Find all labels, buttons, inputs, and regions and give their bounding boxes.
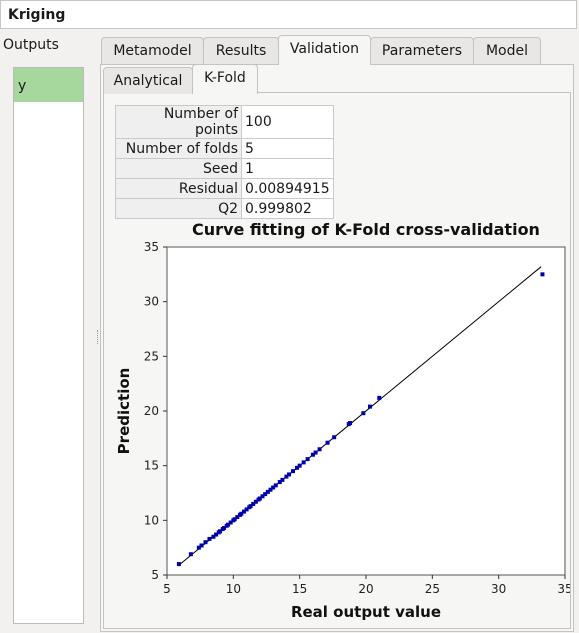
chart-title: Curve fitting of K-Fold cross-validation xyxy=(192,220,540,239)
data-point xyxy=(239,511,244,516)
tab-model[interactable]: Model xyxy=(473,37,541,64)
stats-value[interactable]: 5 xyxy=(241,138,334,159)
stats-label: Number of points xyxy=(115,105,242,139)
stats-row: Residual 0.00894915 xyxy=(115,178,334,199)
x-tick-label: 10 xyxy=(226,582,241,596)
data-point xyxy=(313,450,318,455)
data-point xyxy=(295,465,300,470)
data-point xyxy=(199,543,204,548)
data-point xyxy=(273,483,278,488)
y-tick-label: 30 xyxy=(144,295,159,309)
data-point xyxy=(253,499,258,504)
data-point xyxy=(176,562,181,567)
x-axis: 5 10 15 20 25 30 35 xyxy=(163,575,570,596)
data-point xyxy=(297,463,302,468)
data-point xyxy=(277,480,282,485)
data-point xyxy=(222,525,227,530)
data-point xyxy=(540,272,545,277)
data-point xyxy=(232,517,237,522)
data-point xyxy=(325,440,330,445)
data-point xyxy=(218,529,223,534)
tab-parameters[interactable]: Parameters xyxy=(370,37,474,64)
data-point xyxy=(244,507,249,512)
stats-row: Seed 1 xyxy=(115,158,334,179)
window-title-bar: Kriging xyxy=(0,0,577,29)
data-point xyxy=(284,474,289,479)
y-axis: 5 10 15 20 25 30 35 xyxy=(144,240,167,582)
data-point xyxy=(265,489,270,494)
validation-stats-table: Number of points 100 Number of folds 5 S… xyxy=(115,105,334,219)
data-point xyxy=(280,477,285,482)
data-point xyxy=(305,457,310,462)
stats-row: Number of folds 5 xyxy=(115,138,334,159)
data-point xyxy=(361,411,366,416)
data-point xyxy=(211,534,216,539)
x-tick-label: 25 xyxy=(425,582,440,596)
data-point xyxy=(291,469,296,474)
data-point xyxy=(188,552,193,557)
data-point xyxy=(228,520,233,525)
x-tick-label: 35 xyxy=(557,582,570,596)
data-point xyxy=(203,540,208,545)
data-point xyxy=(251,501,256,506)
splitter-handle[interactable] xyxy=(97,330,100,344)
data-point xyxy=(235,515,240,520)
subtab-kfold[interactable]: K-Fold xyxy=(192,64,258,94)
data-point xyxy=(207,536,212,541)
y-tick-label: 5 xyxy=(151,568,159,582)
outputs-label: Outputs xyxy=(3,37,59,53)
data-point xyxy=(248,504,253,509)
data-point xyxy=(377,395,382,400)
x-axis-label: Real output value xyxy=(291,603,441,621)
data-point xyxy=(271,485,276,490)
data-point xyxy=(310,452,315,457)
y-tick-label: 10 xyxy=(144,513,159,527)
stats-label: Q2 xyxy=(115,198,242,219)
y-tick-label: 15 xyxy=(144,459,159,473)
stats-row: Q2 0.999802 xyxy=(115,198,334,219)
data-point xyxy=(196,545,201,550)
x-tick-label: 20 xyxy=(358,582,373,596)
stats-value[interactable]: 0.999802 xyxy=(241,198,334,219)
data-point xyxy=(263,492,268,497)
x-tick-label: 30 xyxy=(491,582,506,596)
data-point xyxy=(241,509,246,514)
stats-label: Residual xyxy=(115,178,242,199)
data-point xyxy=(257,496,262,501)
x-tick-label: 5 xyxy=(163,582,171,596)
data-point xyxy=(301,460,306,465)
data-point xyxy=(268,487,273,492)
window-title: Kriging xyxy=(8,7,66,23)
output-item-y[interactable]: y xyxy=(14,68,83,102)
data-point xyxy=(348,421,353,426)
stats-value[interactable]: 100 xyxy=(241,105,334,139)
data-point xyxy=(260,494,265,499)
stats-label: Seed xyxy=(115,158,242,179)
x-tick-label: 15 xyxy=(292,582,307,596)
data-point xyxy=(214,532,219,537)
kfold-validation-chart: Curve fitting of K-Fold cross-validation… xyxy=(115,220,570,621)
y-axis-label: Prediction xyxy=(115,368,133,455)
y-tick-label: 25 xyxy=(144,349,159,363)
data-point xyxy=(226,522,231,527)
stats-label: Number of folds xyxy=(115,138,242,159)
data-point xyxy=(367,404,372,409)
y-tick-label: 20 xyxy=(144,404,159,418)
tab-metamodel[interactable]: Metamodel xyxy=(101,37,204,64)
data-point xyxy=(332,435,337,440)
data-point xyxy=(287,472,292,477)
stats-value[interactable]: 1 xyxy=(241,158,334,179)
stats-row: Number of points 100 xyxy=(115,105,334,139)
subtab-analytical[interactable]: Analytical xyxy=(103,67,193,94)
tab-validation[interactable]: Validation xyxy=(278,35,371,65)
y-tick-label: 35 xyxy=(144,240,159,254)
data-point xyxy=(317,447,322,452)
scatter-points xyxy=(176,272,545,567)
outputs-list[interactable]: y xyxy=(13,67,84,624)
stats-value[interactable]: 0.00894915 xyxy=(241,178,334,199)
tab-results[interactable]: Results xyxy=(203,37,279,64)
